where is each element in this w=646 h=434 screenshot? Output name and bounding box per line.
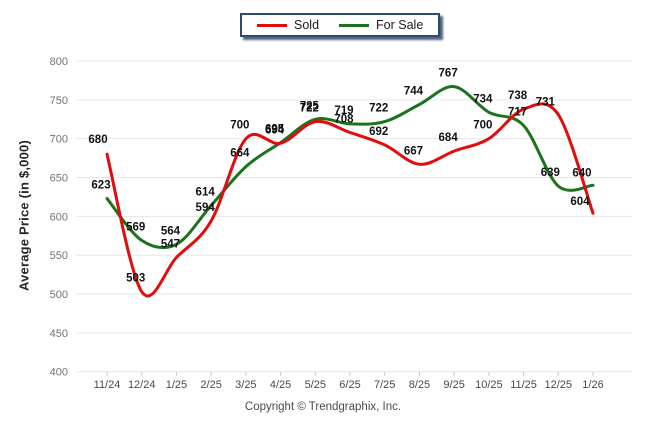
legend-item-for-sale: For Sale [339,18,423,32]
svg-text:650: 650 [50,173,68,185]
svg-text:569: 569 [126,221,145,233]
svg-text:680: 680 [88,134,107,146]
svg-text:767: 767 [439,68,458,80]
legend-label-sold: Sold [294,18,320,32]
for-sale-data-labels: 623 569 564 614 664 695 725 719 722 744 767 734 717 6… [91,68,591,238]
svg-text:550: 550 [50,250,68,262]
svg-text:719: 719 [334,105,353,117]
svg-text:750: 750 [50,95,68,107]
svg-text:1/26: 1/26 [582,379,603,391]
svg-text:564: 564 [161,225,181,237]
y-tick-labels: 800 750 700 650 600 550 500 450 400 [50,56,68,379]
svg-text:8/25: 8/25 [409,379,430,391]
svg-text:800: 800 [50,56,68,68]
sold-line-swatch [257,23,287,27]
svg-text:6/25: 6/25 [339,379,360,391]
svg-text:684: 684 [439,132,459,144]
svg-text:731: 731 [536,97,556,109]
svg-text:5/25: 5/25 [305,379,326,391]
svg-text:700: 700 [50,134,68,146]
for-sale-line-swatch [339,23,370,27]
svg-text:722: 722 [300,103,319,115]
svg-text:700: 700 [230,120,249,132]
svg-text:1/25: 1/25 [166,379,187,391]
svg-text:708: 708 [334,113,354,125]
svg-text:11/24: 11/24 [94,379,121,391]
svg-text:547: 547 [161,239,180,251]
svg-text:503: 503 [126,273,145,285]
copyright-text: Copyright © Trendgraphix, Inc. [244,401,402,413]
svg-text:717: 717 [508,106,527,118]
svg-text:10/25: 10/25 [475,379,503,391]
svg-text:604: 604 [570,196,590,208]
svg-text:725: 725 [300,100,320,112]
svg-text:639: 639 [541,167,560,179]
svg-text:3/25: 3/25 [235,379,256,391]
svg-text:738: 738 [508,90,528,102]
gridlines [76,60,632,373]
svg-text:500: 500 [50,289,68,301]
svg-text:7/25: 7/25 [374,379,395,391]
svg-text:640: 640 [572,167,591,179]
svg-text:450: 450 [50,328,68,340]
svg-text:700: 700 [473,120,492,132]
svg-text:623: 623 [91,179,110,191]
chart-legend: Sold For Sale [240,13,441,37]
svg-text:734: 734 [473,93,493,105]
y-axis-title: Average Price (in $,000) [16,140,32,292]
svg-text:694: 694 [265,124,285,136]
svg-text:722: 722 [369,103,388,115]
svg-text:400: 400 [50,367,68,379]
svg-text:600: 600 [50,211,68,223]
svg-text:12/25: 12/25 [545,379,573,391]
sold-data-labels: 680 503 547 594 700 694 722 708 692 667 684 700 738 7… [88,90,590,285]
svg-text:667: 667 [404,145,423,157]
sold-line [105,102,595,298]
for-sale-line [105,85,595,250]
svg-text:9/25: 9/25 [443,379,464,391]
svg-text:11/25: 11/25 [510,379,537,391]
svg-text:614: 614 [196,186,216,198]
x-tick-labels: 11/24 12/24 1/25 2/25 3/25 4/25 5/25 6/25 7/25 8/… [94,371,604,391]
svg-text:4/25: 4/25 [270,379,291,391]
svg-text:695: 695 [265,124,285,136]
svg-text:744: 744 [404,85,424,97]
legend-label-for-sale: For Sale [376,18,424,32]
legend-item-sold: Sold [257,18,319,32]
svg-text:664: 664 [230,148,250,160]
svg-text:2/25: 2/25 [200,379,221,391]
svg-text:12/24: 12/24 [128,379,156,391]
svg-text:594: 594 [196,202,216,214]
svg-text:692: 692 [369,126,388,138]
